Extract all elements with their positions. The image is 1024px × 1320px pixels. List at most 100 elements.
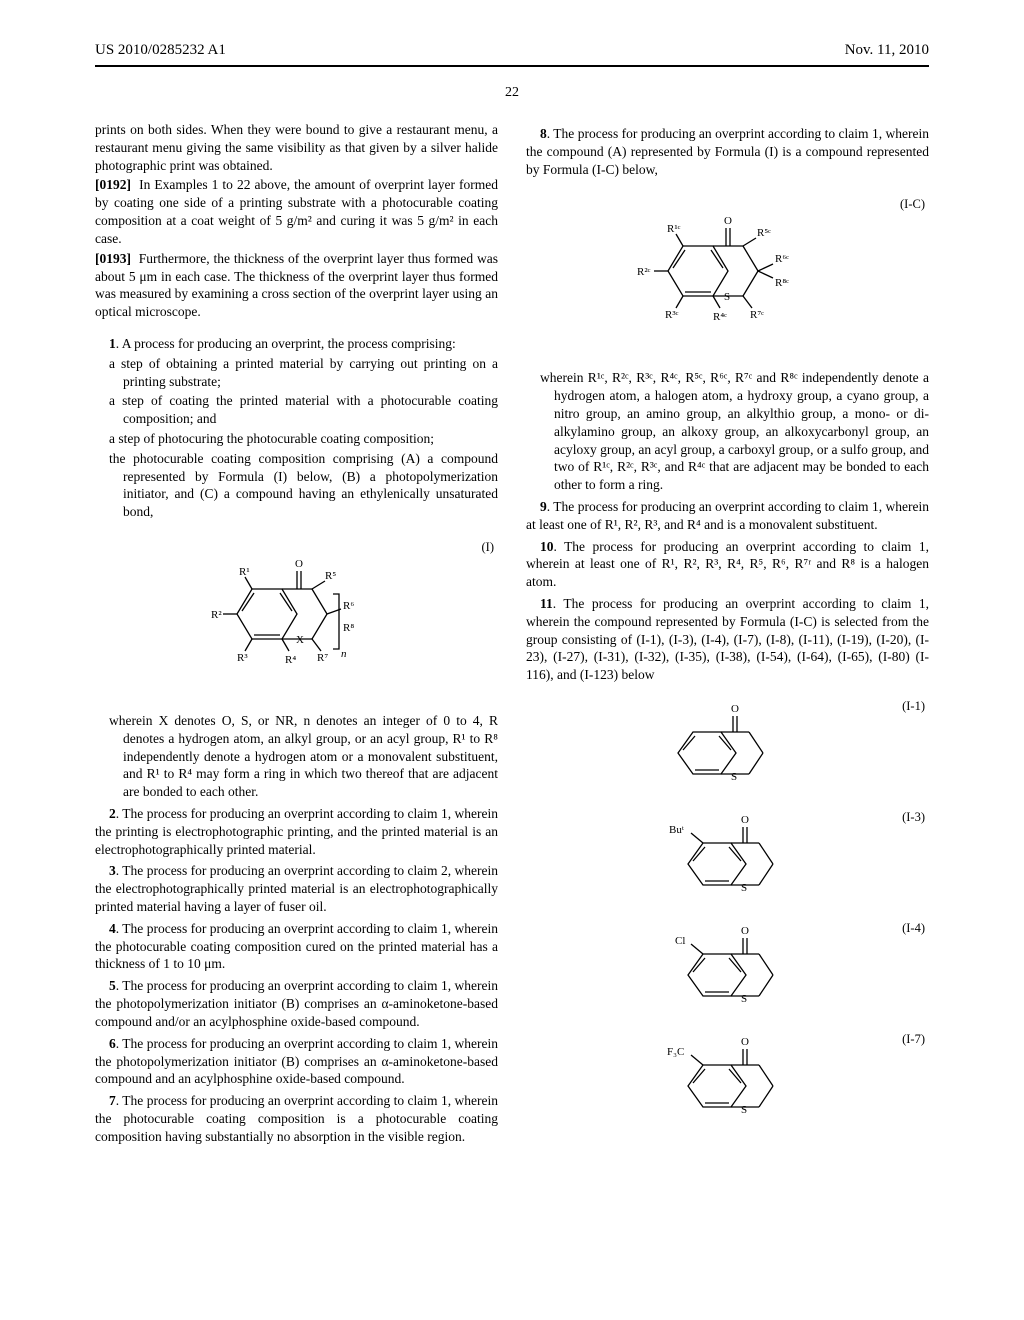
formula-IC: (I-C) [526, 196, 929, 351]
formula-label: (I-3) [902, 809, 925, 826]
claim-8-wherein: wherein R¹ᶜ, R²ᶜ, R³ᶜ, R⁴ᶜ, R⁵ᶜ, R⁶ᶜ, R⁷… [526, 369, 929, 494]
claim-num: 11 [540, 596, 553, 611]
substituent: Cl [675, 935, 685, 947]
svg-text:R⁷: R⁷ [317, 652, 328, 664]
svg-text:R⁸: R⁸ [343, 622, 354, 634]
svg-text:R²ᶜ: R²ᶜ [637, 266, 651, 278]
claim-5: 5. The process for producing an overprin… [95, 977, 498, 1030]
page-number: 22 [0, 85, 1024, 101]
claim-text: . A process for producing an overprint, … [116, 336, 456, 351]
structure-I4-svg: O S Cl [633, 920, 823, 1020]
two-column-layout: prints on both sides. When they were bou… [0, 121, 1024, 1148]
svg-text:R⁴ᶜ: R⁴ᶜ [713, 311, 727, 323]
claim-1-step: a step of coating the printed material w… [95, 392, 498, 428]
claim-11: 11. The process for producing an overpri… [526, 595, 929, 684]
left-column: prints on both sides. When they were bou… [95, 121, 498, 1148]
para-0193: [0193] Furthermore, the thickness of the… [95, 250, 498, 321]
svg-text:S: S [741, 993, 747, 1005]
svg-text:R¹ᶜ: R¹ᶜ [667, 223, 681, 235]
pub-date: Nov. 11, 2010 [845, 42, 929, 59]
svg-text:O: O [741, 814, 749, 826]
page-header: US 2010/0285232 A1 Nov. 11, 2010 [0, 0, 1024, 65]
claim-1-step: a step of photocuring the photocurable c… [95, 430, 498, 448]
svg-text:O: O [724, 215, 732, 227]
formula-I4: (I-4) O S Cl [526, 920, 929, 1025]
para-cont: prints on both sides. When they were bou… [95, 121, 498, 174]
claim-text: . The process for producing an overprint… [95, 978, 498, 1029]
claim-1: 1. A process for producing an overprint,… [95, 335, 498, 353]
svg-text:O: O [731, 703, 739, 715]
svg-text:R⁵ᶜ: R⁵ᶜ [757, 227, 771, 239]
claim-text: . The process for producing an overprint… [95, 1093, 498, 1144]
claim-9: 9. The process for producing an overprin… [526, 498, 929, 534]
structure-I-svg: O R¹ R² R³ R⁴ R⁵ R⁶ R⁸ R⁷ X n [197, 539, 397, 689]
para-text: Furthermore, the thickness of the overpr… [95, 251, 498, 319]
formula-label: (I-4) [902, 920, 925, 937]
structure-I1-svg: O S [643, 698, 813, 798]
header-rule [95, 65, 929, 67]
claim-text: . The process for producing an overprint… [95, 1036, 498, 1087]
claim-num: 9 [540, 499, 547, 514]
formula-I3: (I-3) O S Buᵗ [526, 809, 929, 914]
claim-1-step: a step of obtaining a printed material b… [95, 355, 498, 391]
claim-text: . The process for producing an overprint… [95, 806, 498, 857]
claim-text: . The process for producing an overprint… [526, 499, 929, 532]
svg-text:R⁵: R⁵ [325, 570, 336, 582]
formula-I1: (I-1) O S [526, 698, 929, 803]
formula-I: (I) [95, 539, 498, 694]
claim-text: . The process for producing an overprint… [526, 596, 929, 682]
right-column: 8. The process for producing an overprin… [526, 121, 929, 1148]
formula-label: (I-1) [902, 698, 925, 715]
claim-2: 2. The process for producing an overprin… [95, 805, 498, 858]
svg-text:R⁷ᶜ: R⁷ᶜ [750, 309, 764, 321]
claim-num: 2 [109, 806, 116, 821]
claim-3: 3. The process for producing an overprin… [95, 862, 498, 915]
claim-10: 10. The process for producing an overpri… [526, 538, 929, 591]
claim-num: 1 [109, 336, 116, 351]
substituent: F₃C [667, 1046, 684, 1058]
claim-num: 8 [540, 126, 547, 141]
claim-1-wherein: wherein X denotes O, S, or NR, n denotes… [95, 712, 498, 801]
para-idx: [0193] [95, 251, 131, 266]
claim-num: 7 [109, 1093, 116, 1108]
claim-text: . The process for producing an overprint… [95, 921, 498, 972]
formula-label: (I-7) [902, 1031, 925, 1048]
claim-8: 8. The process for producing an overprin… [526, 125, 929, 178]
claim-num: 5 [109, 978, 116, 993]
svg-text:R⁶ᶜ: R⁶ᶜ [775, 253, 789, 265]
claim-text: . The process for producing an overprint… [526, 539, 929, 590]
structure-IC-svg: O R¹ᶜ R²ᶜ R³ᶜ R⁴ᶜ R⁵ᶜ R⁶ᶜ R⁸ᶜ R⁷ᶜ S [623, 196, 833, 346]
svg-text:S: S [741, 882, 747, 894]
structure-I3-svg: O S Buᵗ [633, 809, 823, 909]
claim-6: 6. The process for producing an overprin… [95, 1035, 498, 1088]
svg-text:R²: R² [211, 609, 222, 621]
para-idx: [0192] [95, 177, 131, 192]
claim-text: . The process for producing an overprint… [95, 863, 498, 914]
svg-text:O: O [741, 1036, 749, 1048]
pub-number: US 2010/0285232 A1 [95, 42, 226, 59]
claim-1-step: the photocurable coating composition com… [95, 450, 498, 521]
svg-text:S: S [731, 771, 737, 783]
svg-text:R⁴: R⁴ [285, 654, 296, 666]
svg-text:O: O [295, 558, 303, 570]
formula-I7: (I-7) O S F₃C [526, 1031, 929, 1136]
svg-text:X: X [296, 634, 304, 646]
para-text: In Examples 1 to 22 above, the amount of… [95, 177, 498, 245]
svg-text:R⁶: R⁶ [343, 600, 354, 612]
formula-label: (I) [482, 539, 495, 556]
svg-text:R¹: R¹ [239, 566, 250, 578]
svg-text:R³: R³ [237, 652, 248, 664]
claim-4: 4. The process for producing an overprin… [95, 920, 498, 973]
formula-label: (I-C) [900, 196, 925, 213]
claim-7: 7. The process for producing an overprin… [95, 1092, 498, 1145]
claim-num: 4 [109, 921, 116, 936]
svg-text:O: O [741, 925, 749, 937]
para-0192: [0192] In Examples 1 to 22 above, the am… [95, 176, 498, 247]
svg-text:S: S [741, 1104, 747, 1116]
svg-text:n: n [341, 648, 347, 660]
svg-text:R³ᶜ: R³ᶜ [665, 309, 679, 321]
svg-text:R⁸ᶜ: R⁸ᶜ [775, 277, 789, 289]
claim-text: . The process for producing an overprint… [526, 126, 929, 177]
claim-num: 10 [540, 539, 554, 554]
claim-num: 6 [109, 1036, 116, 1051]
